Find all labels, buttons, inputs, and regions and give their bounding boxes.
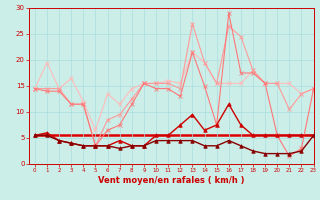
X-axis label: Vent moyen/en rafales ( km/h ): Vent moyen/en rafales ( km/h )	[98, 176, 244, 185]
